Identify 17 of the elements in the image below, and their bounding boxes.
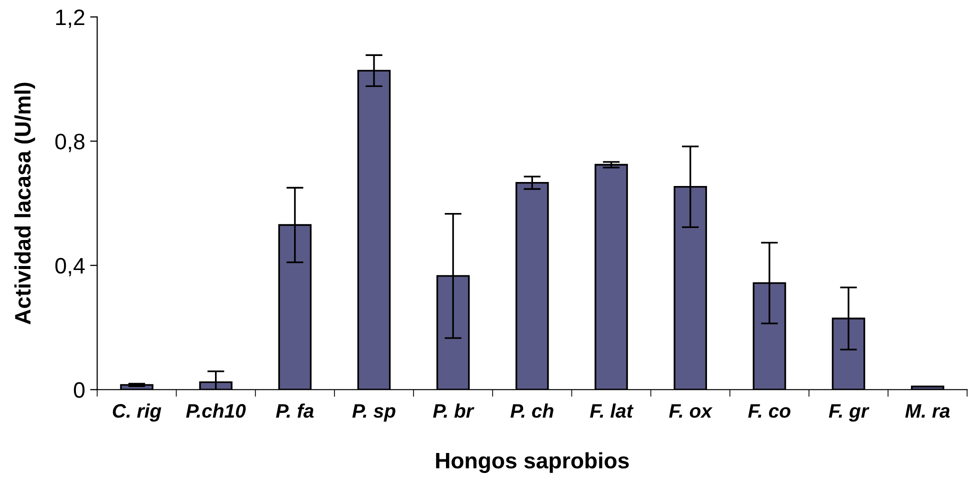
y-tick-label: 0,8 [55, 134, 84, 152]
x-tick-label: C. rig [112, 404, 162, 422]
x-tick-label: F. gr [828, 404, 870, 422]
x-tick-label: M. ra [905, 404, 950, 418]
x-tick-label: F. ox [669, 404, 713, 418]
x-axis-title: Hongos saprobios [436, 452, 629, 474]
y-axis-title: Actividad lacasa (U/ml) [14, 82, 36, 324]
x-tick-label: P. ch [510, 404, 554, 418]
y-tick-label: 0 [74, 382, 85, 398]
x-tick-label: P. br [433, 404, 474, 418]
x-tick-label: P.ch10 [186, 404, 246, 418]
y-tick-label: 0,4 [55, 258, 85, 276]
x-tick-label: F. co [748, 404, 790, 418]
x-tick-label: P. sp [352, 404, 396, 422]
y-tick-label: 1,2 [56, 9, 84, 28]
x-tick-label: F. lat [590, 404, 634, 418]
x-tick-label: P. fa [276, 404, 314, 418]
